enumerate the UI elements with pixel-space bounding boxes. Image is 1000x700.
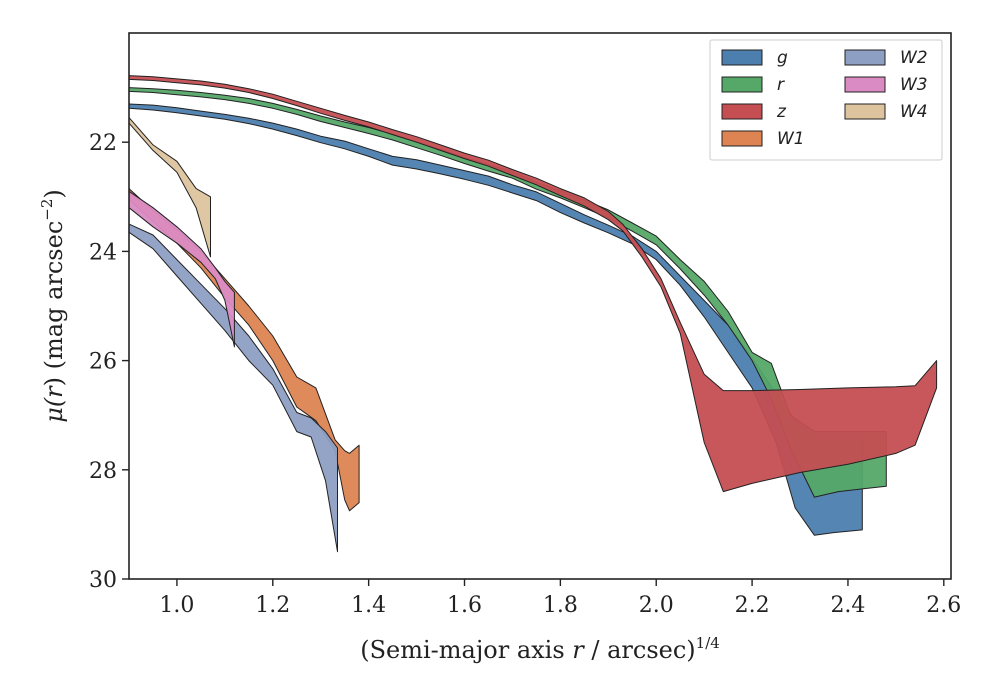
legend-label-z: z [776,102,787,122]
x-tick-label: 1.4 [351,593,386,618]
series-band-w2 [128,223,338,553]
y-tick-label: 22 [89,131,117,156]
y-axis-ticks: 22 24 26 28 30 [89,131,129,593]
legend-label-w4: W4 [900,102,928,122]
x-axis-ticks: 1.0 1.2 1.4 1.6 1.8 2.0 2.2 2.4 2.6 [159,579,961,618]
series-layer [128,75,938,553]
y-tick-label: 24 [89,240,117,265]
x-tick-label: 1.6 [447,593,482,618]
x-tick-label: 2.0 [639,593,674,618]
legend: grz W1 W2 W3 W4 [709,39,943,161]
x-tick-label: 1.8 [543,593,578,618]
y-tick-label: 30 [89,568,117,593]
legend-swatch-w1 [721,130,763,147]
legend-swatch-w2 [844,49,886,66]
legend-label-w3: W3 [900,75,928,95]
legend-swatch-w3 [844,76,886,93]
legend-label-r: r [777,75,785,95]
legend-swatch-g [721,49,763,66]
x-tick-label: 1.2 [255,593,290,618]
x-tick-label: 2.2 [735,593,770,618]
y-tick-label: 26 [89,350,117,375]
x-tick-label: 2.4 [830,593,865,618]
legend-swatch-w4 [844,103,886,120]
legend-label-w2: W2 [900,48,928,68]
series-band-w4 [128,117,211,258]
series-band-g [128,103,863,536]
plot-frame [128,32,952,580]
x-axis-label: (Semi-major axis r / arcsec)1/4 [360,634,720,664]
y-tick-label: 28 [89,459,117,484]
series-band-z [128,75,938,493]
y-axis-label: μ(r) (mag arcsec−2) [38,189,68,423]
legend-label-g: g [777,48,788,68]
legend-swatch-z [721,103,763,120]
series-band-w3 [128,190,235,348]
series-band-w1 [128,188,360,512]
legend-label-w1: W1 [777,129,805,149]
legend-swatch-r [721,76,763,93]
x-tick-label: 1.0 [159,593,194,618]
legend-frame [709,39,943,161]
x-tick-label: 2.6 [926,593,961,618]
